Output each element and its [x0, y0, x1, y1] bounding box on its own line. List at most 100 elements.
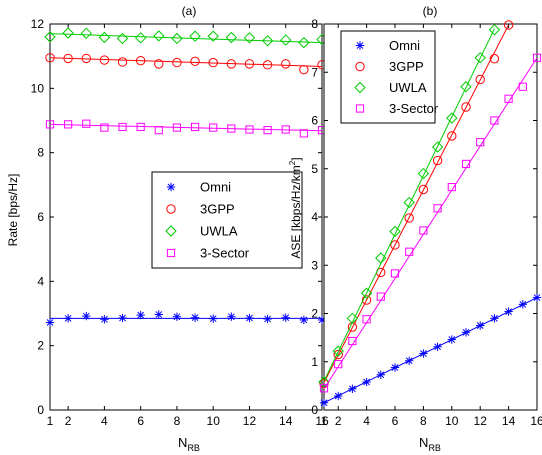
- panel-b-data-point: [390, 363, 400, 372]
- panel-a-data-point: [280, 34, 292, 46]
- panel-b-data-point: [346, 312, 359, 325]
- panel-a-data-point: [80, 27, 92, 40]
- panel-b-data-point: [490, 116, 499, 125]
- panel-a-data-point: [154, 126, 163, 135]
- panel-a-data-point: [117, 57, 128, 67]
- panel-a-xtick-label: 1: [47, 414, 54, 428]
- panel-a-ylabel: Rate [bps/Hz]: [6, 174, 20, 247]
- panel-a-xlabel-sub: RB: [187, 443, 200, 453]
- panel-a-xtick-label: 10: [207, 414, 221, 428]
- panel-a-legend: Omni 3GPP UWLA 3-Sector: [151, 171, 303, 269]
- panel-a-ytick-label: 10: [31, 81, 45, 95]
- panel-a-legend-label: Omni: [200, 180, 231, 195]
- panel-b-data-point: [403, 196, 415, 209]
- panel-a-legend-label: 3-Sector: [200, 246, 250, 261]
- panel-b-ytick-label: 2: [311, 307, 318, 321]
- panel-a-data-point: [118, 313, 127, 323]
- panel-a-ytick-label: 12: [31, 17, 45, 31]
- panel-a-data-point: [190, 56, 200, 67]
- panel-a-data-point: [261, 35, 274, 47]
- panel-a-xtick-label: 16: [315, 414, 329, 428]
- panel-a-data-point: [227, 312, 236, 321]
- panel-a-data-point: [99, 55, 110, 65]
- panel-b-fit-line: [323, 28, 495, 382]
- panel-b-data-point: [446, 112, 458, 124]
- panel-a-data-point: [209, 123, 218, 132]
- panel-a-data-point: [134, 32, 147, 44]
- panel-b-data-point: [405, 356, 414, 365]
- panel-a-title: (a): [182, 4, 197, 18]
- panel-b-xtick-label: 1: [321, 414, 328, 428]
- panel-b-data-point: [318, 376, 330, 388]
- panel-b-data-point: [390, 240, 400, 250]
- panel-b-data-point: [433, 204, 442, 213]
- panel-b-data-point: [432, 155, 443, 166]
- panel-b-ylabel: ASE [kbps/Hz/km2]: [288, 157, 303, 258]
- panel-a-data-point: [281, 59, 291, 69]
- panel-a-data-point: [135, 55, 146, 66]
- panel-b-data-point: [332, 345, 344, 357]
- panel-a-data-point: [263, 126, 272, 135]
- panel-b-series-3-sector: [319, 53, 542, 393]
- panel-a-data-point: [299, 315, 309, 325]
- panel-a-xtick-label: 2: [65, 414, 72, 428]
- panel-a-legend-marker: [166, 204, 176, 214]
- panel-a-data-point: [136, 122, 145, 132]
- panel-b-data-point: [489, 54, 500, 64]
- panel-b-data-point: [475, 74, 485, 85]
- panel-a-data-point: [172, 312, 182, 321]
- panel-a-xtick-label: 12: [243, 414, 257, 428]
- panel-a-data-point: [227, 124, 236, 133]
- panel-a-fit-line: [49, 57, 323, 67]
- panel-b-ytick-label: 0: [311, 403, 318, 417]
- panel-a-legend-box: [151, 171, 303, 269]
- panel-a-data-point: [243, 32, 256, 44]
- panel-a-legend-marker: [165, 225, 177, 237]
- panel-a-data-point: [189, 30, 201, 42]
- panel-b-data-point: [476, 321, 485, 330]
- panel-b-data-point: [504, 94, 513, 103]
- panel-a-data-point: [172, 123, 182, 132]
- panel-a-data-point: [245, 125, 254, 134]
- panel-b-legend-marker: [355, 61, 365, 72]
- panel-b-data-point: [461, 159, 471, 169]
- panel-b-legend: Omni 3GPP UWLA 3-Sector: [340, 30, 439, 124]
- panel-a-data-point: [100, 315, 109, 324]
- panel-b-data-point: [360, 287, 373, 299]
- panel-b-data-point: [431, 141, 444, 153]
- panel-b-legend-label: Omni: [389, 38, 420, 53]
- panel-a-data-point: [263, 314, 272, 324]
- panel-b-data-point: [362, 315, 371, 324]
- panel-a-legend-label: 3GPP: [200, 202, 235, 217]
- panel-a-ytick-label: 0: [37, 403, 44, 417]
- panel-b-data-point: [389, 225, 401, 238]
- panel-a-data-point: [281, 125, 290, 134]
- panel-b-ylabel-end: ]: [289, 157, 303, 160]
- panel-a-data-point: [64, 120, 73, 129]
- panel-b-data-point: [404, 213, 414, 223]
- panel-b-data-point: [418, 184, 429, 195]
- panel-a-ytick-label: 2: [37, 339, 44, 353]
- panel-a-data-point: [100, 123, 109, 132]
- panel-b-ytick-label: 3: [311, 258, 318, 272]
- panel-b-data-point: [460, 81, 472, 93]
- panel-b-data-point: [375, 252, 387, 264]
- panel-b-chart: (b) 1 2 4 6 8 10 12 14 16012345678Omni3GPPUWLA3-…: [288, 4, 542, 453]
- panel-b-data-point: [433, 342, 442, 351]
- panel-a-data-point: [207, 30, 219, 42]
- panel-a-data-point: [44, 31, 56, 43]
- panel-b-data-point: [419, 349, 428, 358]
- panel-a-legend-marker: [166, 248, 176, 258]
- panel-b-data-point: [362, 377, 371, 387]
- panel-a-ytick-label: 4: [37, 274, 44, 288]
- panel-a-data-point: [45, 318, 55, 327]
- panel-b-data-point: [334, 391, 343, 401]
- panel-b-data-point: [348, 336, 357, 346]
- panel-b-xtick-label: 14: [502, 414, 516, 428]
- panel-b-data-point: [476, 138, 485, 147]
- panel-a-data-point: [82, 311, 91, 321]
- panel-a-chart: (a) 1 2 4 6 8 10 12 14 16024681012Omni3GPPUWLA3-…: [6, 4, 329, 453]
- panel-a-legend-label: UWLA: [200, 224, 238, 239]
- panel-b-ytick-label: 4: [311, 210, 318, 224]
- panel-b-data-point: [461, 102, 471, 112]
